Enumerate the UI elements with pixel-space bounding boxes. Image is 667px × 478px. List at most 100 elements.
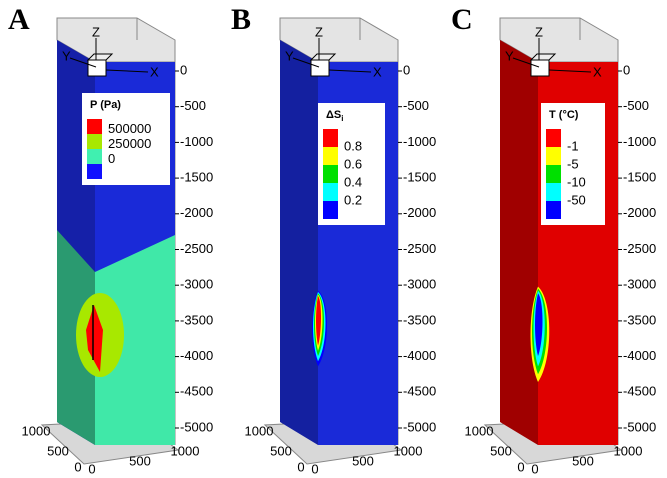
axis-label: X [373, 64, 382, 79]
contour [86, 305, 103, 372]
axis-label: X [150, 64, 159, 79]
z-tick-label: -4500 [623, 384, 656, 399]
legend-label: 250000 [108, 136, 151, 151]
y-tick-label: 0 [74, 459, 81, 474]
triad-axis [512, 57, 540, 68]
triad-cube [86, 53, 114, 61]
x-tick-label: 1000 [614, 443, 643, 458]
y-tick-label: 1000 [245, 423, 274, 438]
legend-swatch [323, 147, 338, 165]
y-tick-label: 0 [517, 459, 524, 474]
axis-label: Z [92, 24, 100, 39]
panel: ZYX 0-500-1000-1500-2000-2500-3000-3500-4… [451, 3, 656, 477]
z-tick-label: -2000 [180, 205, 213, 220]
legend-label: 0 [108, 151, 115, 166]
legend-label: -50 [567, 192, 586, 207]
triad-axis [328, 69, 372, 73]
panel-label: B [231, 3, 251, 36]
panel: ZYX 0-500-1000-1500-2000-2500-3000-3500-4… [8, 3, 213, 477]
legend-swatch [546, 201, 561, 219]
triad-cube [529, 53, 557, 61]
legend-title-text: P (Pa) [90, 99, 121, 111]
triad-cube [309, 53, 337, 61]
triad-axis [69, 57, 97, 68]
z-tick-label: -4000 [180, 348, 213, 363]
axis-label: Y [62, 48, 71, 63]
legend-swatch [323, 183, 338, 201]
y-tick-label: 500 [47, 443, 69, 458]
z-tick-label: -500 [623, 98, 649, 113]
y-tick-label: 0 [297, 459, 304, 474]
legend-label: 0.8 [344, 138, 362, 153]
lower-front [95, 235, 175, 445]
legend-swatch [323, 201, 338, 219]
z-tick-label: -3000 [403, 277, 436, 292]
legend-label: -10 [567, 174, 586, 189]
z-tick-label: -1000 [403, 134, 436, 149]
legend-swatch [323, 165, 338, 183]
legend-swatch [323, 129, 338, 147]
z-tick-label: -4000 [403, 348, 436, 363]
y-tick-label: 1000 [22, 423, 51, 438]
legend-title: T (°C) [549, 109, 579, 121]
z-tick-label: -1000 [180, 134, 213, 149]
z-tick-label: -5000 [623, 419, 656, 434]
z-tick-label: -3000 [180, 277, 213, 292]
contour [535, 293, 543, 356]
legend-swatch [87, 149, 102, 164]
panel-label: C [451, 3, 473, 36]
triad-cube [310, 59, 330, 77]
z-tick-label: -3000 [623, 277, 656, 292]
z-tick-label: -5000 [403, 419, 436, 434]
y-tick-label: 500 [270, 443, 292, 458]
triad-axis [548, 69, 592, 73]
axis-label: Z [315, 24, 323, 39]
x-tick-label: 1000 [394, 443, 423, 458]
z-tick-label: -2000 [623, 205, 656, 220]
legend-title: ΔSi [326, 109, 343, 123]
legend-swatch [546, 165, 561, 183]
side-face [500, 40, 538, 445]
legend-label: -1 [567, 138, 579, 153]
legend-label: 0.2 [344, 192, 362, 207]
legend-swatch [87, 134, 102, 149]
legend-title-sub: i [341, 114, 343, 123]
z-tick-label: -4500 [403, 384, 436, 399]
panel-label: A [8, 3, 30, 36]
z-tick-label: -1500 [623, 170, 656, 185]
legend-swatch [87, 164, 102, 179]
x-tick-label: 500 [129, 453, 151, 468]
panel: ZYX 0-500-1000-1500-2000-2500-3000-3500-4… [231, 3, 436, 477]
z-tick-label: -5000 [180, 419, 213, 434]
z-tick-label: -3500 [180, 312, 213, 327]
legend-title: P (Pa) [90, 99, 121, 111]
axis-label: Y [505, 48, 514, 63]
y-tick-label: 500 [490, 443, 512, 458]
axis-label: Z [535, 24, 543, 39]
z-tick-label: 0 [180, 62, 187, 77]
legend-label: -5 [567, 156, 579, 171]
triad-cube [530, 59, 550, 77]
x-tick-label: 1000 [171, 443, 200, 458]
contour [316, 296, 321, 346]
axis-label: X [593, 64, 602, 79]
legend-label: 500000 [108, 121, 151, 136]
z-tick-label: -2500 [180, 241, 213, 256]
legend-title-text: ΔS [326, 109, 341, 121]
x-tick-label: 0 [311, 461, 318, 476]
z-tick-label: -2500 [403, 241, 436, 256]
triad-axis [105, 69, 149, 73]
legend-swatch [546, 183, 561, 201]
z-tick-label: -4000 [623, 348, 656, 363]
axis-label: Y [285, 48, 294, 63]
z-tick-label: -1500 [403, 170, 436, 185]
legend-label: 0.6 [344, 156, 362, 171]
lower-side [57, 230, 95, 445]
legend-swatch [87, 119, 102, 134]
triad-cube [87, 59, 107, 77]
z-tick-label: -2500 [623, 241, 656, 256]
legend-title-text: T (°C) [549, 109, 579, 121]
legend-swatch [546, 147, 561, 165]
x-tick-label: 500 [572, 453, 594, 468]
